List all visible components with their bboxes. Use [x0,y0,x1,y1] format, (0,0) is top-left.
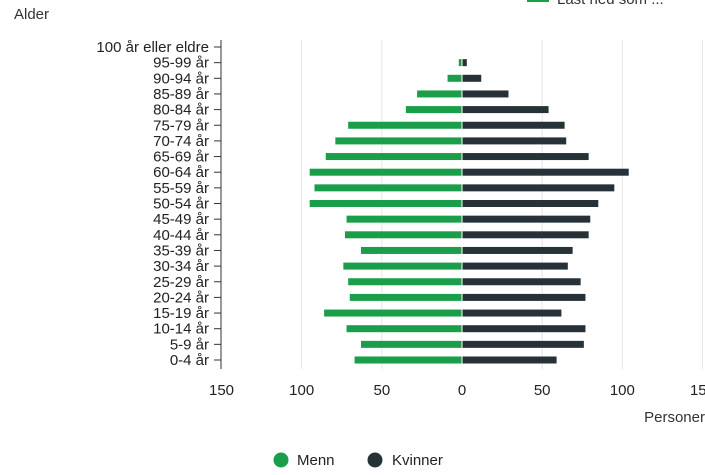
y-tick-label: 45-49 år [153,211,209,228]
bar-menn [343,262,462,270]
y-tick-label: 60-64 år [153,164,209,181]
bar-kvinner [462,168,629,176]
bar-menn [458,59,462,67]
y-tick-label: 55-59 år [153,180,209,197]
y-tick-label: 10-14 år [153,321,209,338]
download-link-label: Last ned som ... [557,0,664,8]
y-tick-label: 75-79 år [153,117,209,134]
bar-kvinner [462,184,615,192]
bar-menn [360,246,462,254]
bar-menn [314,184,462,192]
y-tick-label: 85-89 år [153,86,209,103]
bar-menn [349,293,462,301]
bars [309,59,629,364]
axes: 150 100 50 0 50 100 150 100 år eller eldre95-99… [96,39,705,399]
bar-menn [348,121,462,129]
bar-menn [346,215,462,223]
y-tick-label: 25-29 år [153,274,209,291]
bar-menn [335,137,462,145]
legend-marker [367,452,383,468]
bar-kvinner [462,356,557,364]
bar-menn [417,90,462,98]
bar-menn [325,153,462,161]
y-tick-label: 20-24 år [153,289,209,306]
bar-menn [348,278,462,286]
bar-kvinner [462,262,568,270]
x-tick-label: 50 [373,382,390,399]
bar-kvinner [462,137,567,145]
legend-label: Kvinner [392,452,443,469]
y-tick-label: 5-9 år [170,336,209,353]
x-tick-label: 150 [209,382,234,399]
bar-menn [344,231,462,239]
bar-kvinner [462,59,467,67]
y-tick-label: 90-94 år [153,70,209,87]
bar-kvinner [462,90,509,98]
bar-kvinner [462,215,591,223]
bar-kvinner [462,325,586,333]
y-tick-label: 30-34 år [153,258,209,275]
bar-kvinner [462,153,589,161]
bar-menn [354,356,462,364]
bar-kvinner [462,200,599,207]
y-tick-label: 65-69 år [153,149,209,166]
y-tick-label: 15-19 år [153,305,209,322]
y-tick-label: 70-74 år [153,133,209,150]
bar-menn [360,340,462,348]
x-tick-label: 0 [458,382,466,399]
x-tick-label: 150 [690,382,705,399]
legend: Menn Kvinner [273,452,443,469]
legend-label: Menn [297,452,335,469]
bar-kvinner [462,278,581,286]
bar-menn [309,200,462,207]
bar-menn [447,74,462,82]
y-tick-label: 50-54 år [153,196,209,213]
y-tick-label: 35-39 år [153,242,209,259]
legend-marker [273,452,289,468]
bar-kvinner [462,106,549,114]
bar-kvinner [462,293,586,301]
bar-menn [309,168,462,176]
y-tick-label: 100 år eller eldre [96,39,209,56]
x-tick-label: 50 [534,382,551,399]
x-tick-label: 100 [289,382,314,399]
y-tick-label: 40-44 år [153,227,209,244]
y-tick-label: 0-4 år [170,352,209,369]
y-tick-label: 80-84 år [153,102,209,119]
bar-kvinner [462,121,565,129]
bar-kvinner [462,231,589,239]
bar-kvinner [462,246,573,254]
bar-menn [346,325,462,333]
bar-kvinner [462,74,482,82]
download-link[interactable]: Last ned som ... [527,0,664,8]
bar-menn [324,309,462,317]
download-line-icon [527,0,549,2]
y-axis-title: Alder [14,6,49,23]
bar-kvinner [462,340,584,348]
y-tick-label: 95-99 år [153,55,209,72]
bar-menn [405,106,462,114]
bar-kvinner [462,309,562,317]
x-axis-title: Personer [644,409,705,426]
x-tick-label: 100 [610,382,635,399]
